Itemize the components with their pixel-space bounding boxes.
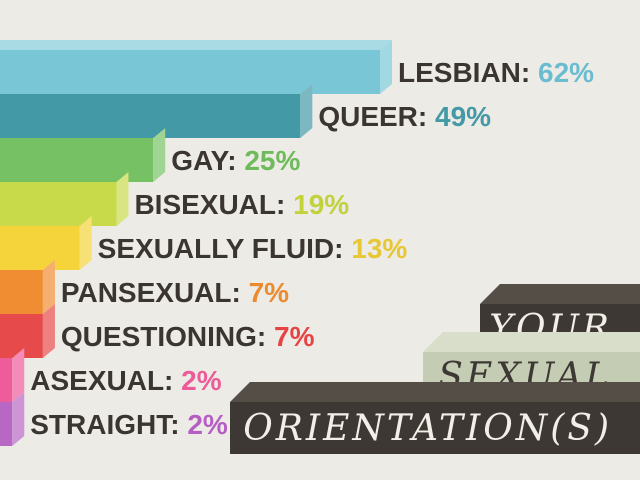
category-label: GAY:: [171, 145, 244, 176]
bar-face: [0, 94, 301, 138]
bar-label: QUESTIONING: 7%: [61, 321, 315, 352]
bar-side-face: [12, 392, 25, 446]
bar-face: [0, 358, 13, 402]
bar-top-face: [0, 40, 392, 50]
category-label: QUEER:: [318, 101, 435, 132]
category-label: PANSEXUAL:: [61, 277, 249, 308]
value-label: 2%: [181, 365, 222, 396]
value-label: 2%: [187, 409, 228, 440]
bar-label: STRAIGHT: 2%: [30, 409, 228, 440]
title-block-top: [230, 382, 640, 402]
bar-face: [0, 182, 117, 226]
title-line-3: ORIENTATION(S): [230, 402, 640, 454]
bar-face: [0, 402, 13, 446]
bar-label: PANSEXUAL: 7%: [61, 277, 289, 308]
bar-side-face: [116, 172, 129, 226]
bar-side-face: [380, 40, 392, 94]
bar-side-face: [153, 128, 166, 182]
value-label: 13%: [351, 233, 407, 264]
value-label: 7%: [274, 321, 315, 352]
bar-label: SEXUALLY FLUID: 13%: [98, 233, 408, 264]
bar-side-face: [12, 348, 25, 402]
bar-label: LESBIAN: 62%: [398, 57, 594, 88]
bar-side-face: [300, 84, 313, 138]
title-block-orientations: ORIENTATION(S): [230, 382, 640, 454]
category-label: SEXUALLY FLUID:: [98, 233, 352, 264]
bar-side-face: [42, 260, 55, 314]
category-label: LESBIAN:: [398, 57, 538, 88]
value-label: 25%: [244, 145, 300, 176]
title-block-top: [480, 284, 640, 304]
bar-label: GAY: 25%: [171, 145, 300, 176]
bar-label: ASEXUAL: 2%: [30, 365, 221, 396]
bar-lesbian: LESBIAN: 62%: [0, 40, 594, 94]
bar-side-face: [79, 216, 92, 270]
bar-face: [0, 50, 380, 94]
category-label: BISEXUAL:: [134, 189, 293, 220]
bar-straight: STRAIGHT: 2%: [0, 392, 228, 446]
value-label: 7%: [249, 277, 290, 308]
bar-label: QUEER: 49%: [318, 101, 491, 132]
bar-face: [0, 138, 154, 182]
bar-gay: GAY: 25%: [0, 128, 301, 182]
bar-face: [0, 226, 80, 270]
category-label: QUESTIONING:: [61, 321, 274, 352]
bar-sexually-fluid: SEXUALLY FLUID: 13%: [0, 216, 407, 270]
bar-queer: QUEER: 49%: [0, 84, 491, 138]
bar-side-face: [42, 304, 55, 358]
bar-face: [0, 270, 43, 314]
bar-label: BISEXUAL: 19%: [134, 189, 349, 220]
category-label: STRAIGHT:: [30, 409, 187, 440]
bar-bisexual: BISEXUAL: 19%: [0, 172, 349, 226]
title-block-top: [423, 332, 640, 352]
bar-pansexual: PANSEXUAL: 7%: [0, 260, 289, 314]
category-label: ASEXUAL:: [30, 365, 181, 396]
bar-asexual: ASEXUAL: 2%: [0, 348, 222, 402]
bar-questioning: QUESTIONING: 7%: [0, 304, 315, 358]
value-label: 49%: [435, 101, 491, 132]
value-label: 62%: [538, 57, 594, 88]
value-label: 19%: [293, 189, 349, 220]
